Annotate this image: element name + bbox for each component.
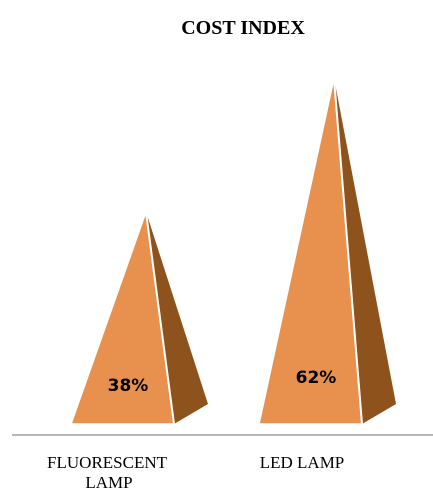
category-labels: FLUORESCENT LAMP LED LAMP — [47, 453, 344, 492]
data-label: 38% — [108, 376, 149, 396]
pyramid-side-face — [146, 211, 208, 424]
pyramid-side-face — [334, 78, 396, 424]
pyramid-led-lamp: 62% — [258, 77, 396, 425]
pyramid-edge — [333, 77, 363, 425]
category-label-fluorescent-lamp: FLUORESCENT LAMP — [47, 453, 171, 492]
chart-title: COST INDEX — [181, 17, 305, 39]
data-label: 62% — [296, 368, 337, 388]
pyramid-fluorescent-lamp: 38% — [69, 211, 208, 425]
plot-area: 38% 62% — [69, 77, 396, 425]
pyramid-edge — [145, 211, 175, 425]
category-label-led-lamp: LED LAMP — [260, 453, 345, 472]
